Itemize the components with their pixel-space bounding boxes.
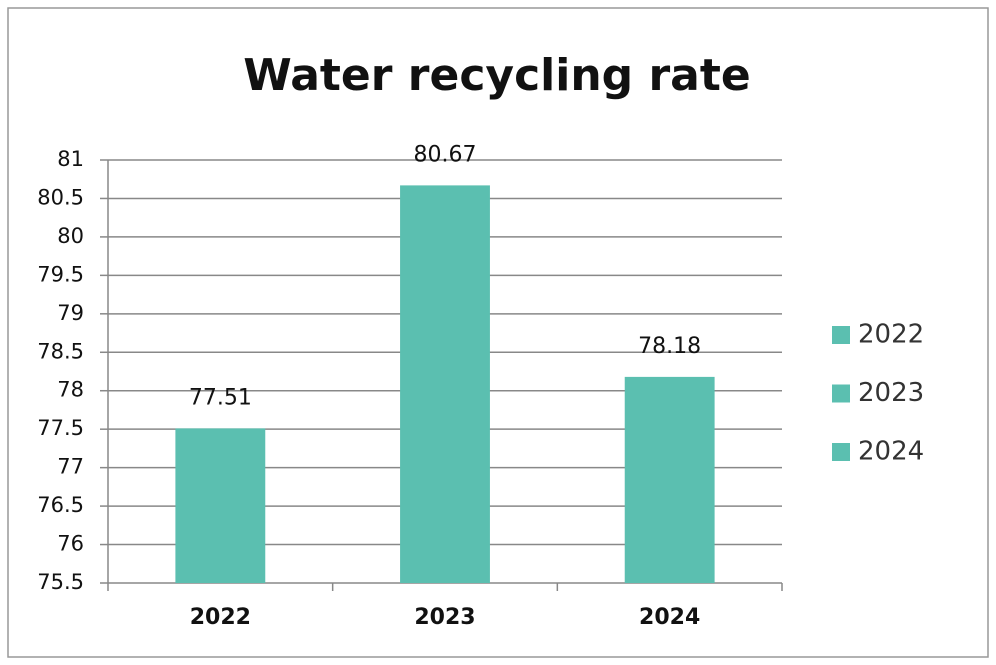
legend-label: 2024	[858, 437, 924, 467]
y-tick-label: 76	[57, 532, 84, 556]
bar	[175, 428, 266, 583]
bar	[624, 376, 715, 583]
legend-label: 2022	[858, 320, 924, 350]
x-tick-label: 2024	[639, 605, 700, 630]
legend-swatch	[832, 443, 850, 461]
y-tick-label: 79	[57, 301, 84, 325]
bar	[400, 185, 490, 583]
chart-title: Water recycling rate	[243, 50, 751, 101]
legend-label: 2023	[858, 378, 924, 408]
y-tick-label: 78	[57, 378, 84, 402]
x-tick-label: 2022	[190, 605, 251, 630]
chart-frame	[7, 7, 989, 658]
y-tick-label: 81	[57, 147, 84, 171]
value-label: 77.51	[189, 385, 252, 410]
y-tick-label: 79.5	[37, 262, 84, 286]
y-tick-label: 75.5	[37, 570, 84, 594]
y-tick-label: 78.5	[37, 339, 84, 363]
y-tick-label: 77.5	[37, 416, 84, 440]
value-label: 80.67	[414, 142, 477, 167]
y-tick-label: 80.5	[37, 185, 84, 209]
y-tick-label: 80	[57, 224, 84, 248]
y-tick-label: 77	[57, 455, 84, 479]
legend-swatch	[832, 384, 850, 403]
y-tick-label: 76.5	[37, 493, 84, 517]
legend-swatch	[832, 326, 850, 344]
x-tick-label: 2023	[414, 605, 475, 630]
value-label: 78.18	[638, 334, 701, 359]
